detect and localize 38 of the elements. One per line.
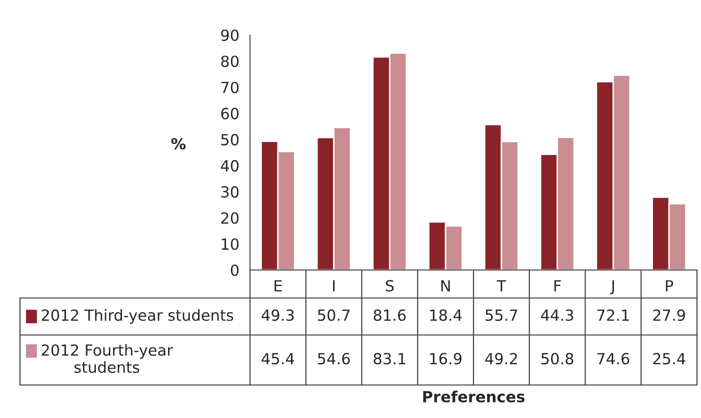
y-axis-title: % bbox=[171, 138, 186, 150]
x-tick-label: N bbox=[441, 280, 450, 292]
data-label: 72.1 bbox=[597, 309, 629, 321]
data-label: 16.9 bbox=[430, 352, 462, 364]
data-label: 50.8 bbox=[541, 352, 574, 364]
y-tick-label: 80 bbox=[221, 56, 239, 68]
data-label: 54.6 bbox=[318, 352, 350, 364]
x-tick-label: E bbox=[274, 280, 282, 292]
x-tick-label: S bbox=[386, 280, 394, 292]
data-label: 27.9 bbox=[653, 309, 685, 321]
data-label: 45.4 bbox=[262, 353, 294, 364]
y-tick-label: 30 bbox=[221, 186, 239, 198]
data-label: 74.6 bbox=[597, 352, 630, 364]
x-tick-label: F bbox=[554, 280, 561, 292]
y-tick-label: 40 bbox=[220, 160, 239, 172]
y-tick-label: 70 bbox=[221, 82, 239, 94]
x-tick-label: P bbox=[666, 280, 674, 292]
legend-label: 2012 Third-year students bbox=[42, 309, 234, 324]
y-tick-label: 10 bbox=[222, 238, 239, 250]
y-tick-label: 0 bbox=[230, 264, 239, 276]
x-tick-label: I bbox=[333, 280, 335, 292]
data-label: 49.3 bbox=[262, 309, 294, 321]
data-label: 44.3 bbox=[541, 309, 574, 321]
y-tick-label: 90 bbox=[221, 29, 239, 42]
data-label: 49.2 bbox=[485, 352, 517, 364]
y-tick-label: 60 bbox=[221, 108, 239, 120]
legend-label: 2012 Fourth-year students bbox=[42, 344, 173, 373]
data-label: 81.6 bbox=[374, 309, 406, 321]
y-tick-label: 50 bbox=[221, 134, 239, 146]
data-label: 25.4 bbox=[653, 352, 686, 364]
x-tick-label: T bbox=[496, 280, 506, 292]
data-label: 18.4 bbox=[430, 309, 462, 321]
text: Preferences bbox=[423, 390, 524, 402]
data-label: 83.1 bbox=[374, 352, 406, 364]
y-tick-label: 20 bbox=[221, 212, 239, 224]
x-tick-label: J bbox=[610, 280, 614, 294]
data-label: 55.7 bbox=[486, 310, 518, 321]
data-label: 50.7 bbox=[318, 309, 350, 321]
